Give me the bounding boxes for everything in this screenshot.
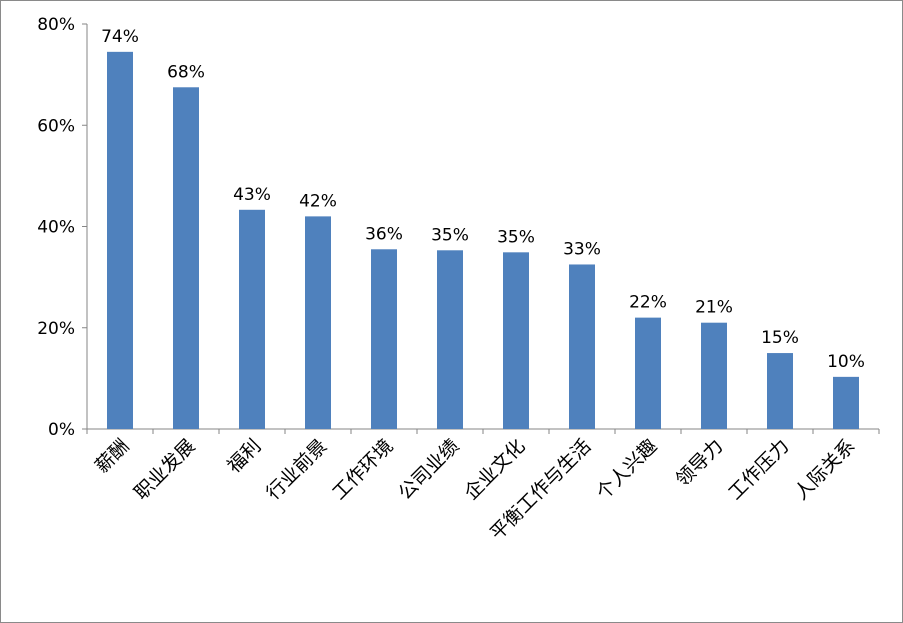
category-label: 人际关系: [790, 435, 859, 504]
category-label: 工作环境: [328, 435, 397, 504]
data-label: 42%: [299, 191, 337, 211]
data-label: 15%: [761, 328, 799, 348]
category-label: 行业前景: [262, 435, 331, 504]
bar: [701, 322, 727, 429]
y-tick-label: 40%: [37, 218, 75, 238]
bar: [437, 250, 463, 429]
category-label: 公司业绩: [394, 435, 463, 504]
bar: [503, 252, 529, 429]
bar: [239, 209, 265, 429]
bar: [173, 87, 199, 429]
data-label: 74%: [101, 27, 139, 47]
bar: [371, 249, 397, 429]
data-label: 21%: [695, 298, 733, 318]
data-labels: 74% 68% 43% 42% 36% 35% 35% 33% 22% 21% 15% 10%: [101, 27, 865, 372]
category-label: 企业文化: [460, 435, 529, 504]
data-label: 36%: [365, 224, 403, 244]
bars: [107, 51, 859, 429]
bar: [833, 376, 859, 429]
data-label: 35%: [497, 227, 535, 247]
y-tick-label: 20%: [37, 319, 75, 339]
bar: [107, 51, 133, 429]
category-label: 工作压力: [724, 435, 793, 504]
bar: [569, 264, 595, 429]
data-label: 33%: [563, 239, 601, 259]
data-label: 22%: [629, 293, 667, 313]
data-label: 10%: [827, 352, 865, 372]
category-label: 个人兴趣: [592, 435, 661, 504]
y-tick-label: 60%: [37, 116, 75, 136]
y-tick-label: 0%: [48, 420, 75, 440]
category-label: 职业发展: [130, 435, 199, 504]
data-label: 43%: [233, 185, 271, 205]
category-label: 福利: [223, 435, 265, 477]
data-label: 68%: [167, 62, 205, 82]
category-label: 薪酬: [91, 435, 133, 477]
y-tick-label: 80%: [37, 15, 75, 35]
category-label: 领导力: [672, 435, 728, 491]
data-label: 35%: [431, 225, 469, 245]
y-axis: 0% 20% 40% 60% 80%: [37, 15, 88, 440]
bar: [305, 216, 331, 429]
bar: [635, 317, 661, 429]
x-axis: [86, 428, 880, 434]
bar: [767, 353, 793, 429]
